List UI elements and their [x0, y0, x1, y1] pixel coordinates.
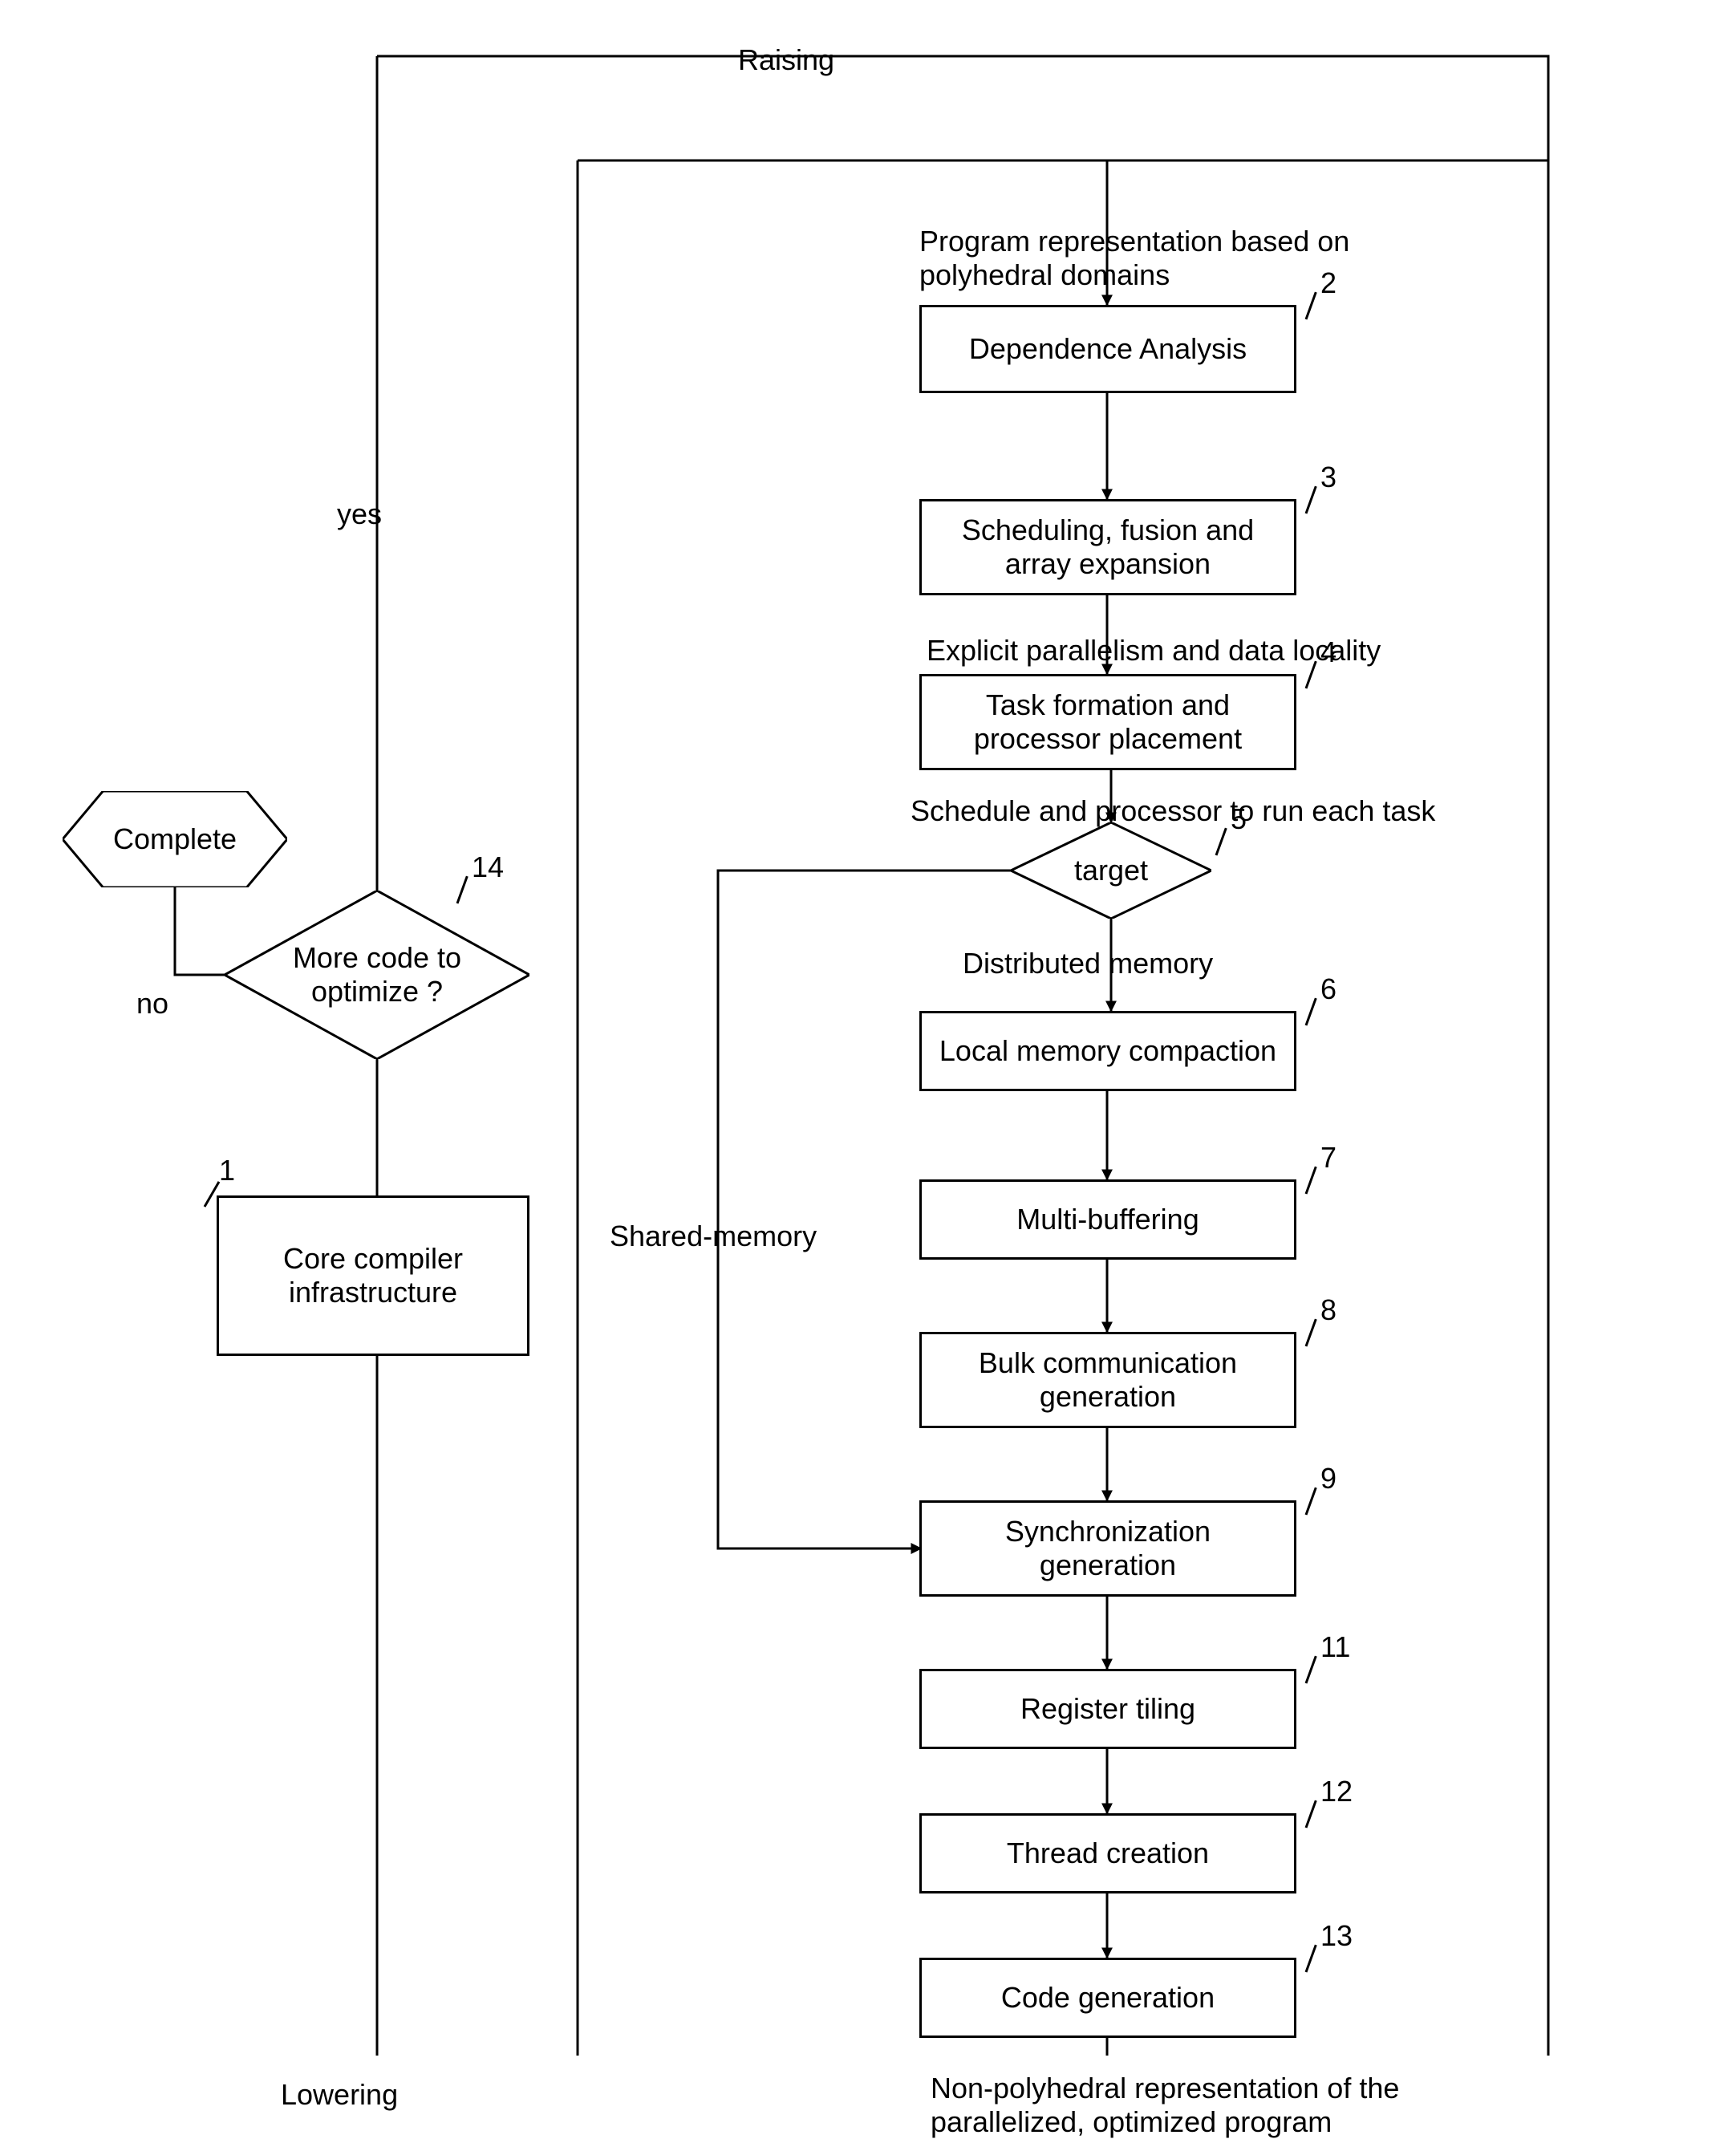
label-nonpoly: Non-polyhedral representation of the par… [931, 2072, 1399, 2139]
label-shared: Shared-memory [610, 1220, 817, 1253]
label-lowering: Lowering [281, 2078, 398, 2112]
ref-11: 11 [1306, 1654, 1362, 1718]
node-label: Register tiling [1020, 1692, 1195, 1726]
ref-number: 4 [1320, 635, 1336, 669]
ref-number: 11 [1320, 1630, 1350, 1664]
ref-14: 14 [457, 875, 513, 938]
ref-number: 6 [1320, 972, 1336, 1006]
label-no: no [136, 987, 168, 1021]
label-prog_rep: Program representation based on polyhedr… [919, 225, 1349, 292]
node-bulkcomm: Bulk communication generation [919, 1332, 1296, 1428]
node-label: Code generation [1001, 1981, 1215, 2015]
label-distrib: Distributed memory [963, 947, 1213, 980]
node-label: Core compiler infrastructure [283, 1242, 463, 1309]
ref-number: 9 [1320, 1462, 1336, 1496]
ref-9: 9 [1306, 1486, 1362, 1549]
node-label: Bulk communication generation [979, 1346, 1237, 1414]
node-label: Task formation and processor placement [974, 688, 1242, 756]
ref-6: 6 [1306, 996, 1362, 1060]
edge-raising-top [377, 56, 1548, 160]
ref-7: 7 [1306, 1165, 1362, 1228]
label-raising: Raising [738, 43, 834, 77]
ref-1: 1 [205, 1178, 261, 1241]
edge-lowering-path [377, 1356, 578, 2056]
node-dependence: Dependence Analysis [919, 305, 1296, 393]
label-sched_proc: Schedule and processor to run each task [911, 794, 1435, 828]
node-label: Local memory compaction [939, 1034, 1276, 1068]
node-target: target [1011, 822, 1211, 919]
node-threadcreate: Thread creation [919, 1813, 1296, 1893]
node-core_compiler: Core compiler infrastructure [217, 1195, 529, 1356]
ref-4: 4 [1306, 660, 1362, 723]
node-multibuf: Multi-buffering [919, 1179, 1296, 1260]
node-label: Multi-buffering [1016, 1203, 1199, 1236]
node-syncgen: Synchronization generation [919, 1500, 1296, 1597]
ref-12: 12 [1306, 1799, 1362, 1862]
node-scheduling: Scheduling, fusion and array expansion [919, 499, 1296, 595]
ref-13: 13 [1306, 1943, 1362, 2007]
node-label: Synchronization generation [1005, 1515, 1211, 1582]
ref-number: 3 [1320, 461, 1336, 494]
ref-number: 14 [472, 850, 504, 884]
node-taskform: Task formation and processor placement [919, 674, 1296, 770]
ref-number: 12 [1320, 1775, 1353, 1808]
ref-number: 7 [1320, 1141, 1336, 1175]
node-regtile: Register tiling [919, 1669, 1296, 1749]
ref-5: 5 [1216, 826, 1272, 890]
ref-8: 8 [1306, 1317, 1362, 1381]
label-yes: yes [337, 497, 382, 531]
node-localmem: Local memory compaction [919, 1011, 1296, 1091]
edge-big-frame-right [578, 160, 1548, 2056]
ref-number: 5 [1231, 802, 1247, 836]
ref-number: 1 [219, 1154, 235, 1187]
node-label: Scheduling, fusion and array expansion [962, 513, 1254, 581]
node-label: Dependence Analysis [969, 332, 1247, 366]
ref-2: 2 [1306, 290, 1362, 354]
node-label: Thread creation [1007, 1837, 1209, 1870]
edge-decision-no-left [175, 887, 225, 975]
ref-3: 3 [1306, 485, 1362, 548]
ref-number: 2 [1320, 266, 1336, 300]
node-codegen: Code generation [919, 1958, 1296, 2038]
ref-number: 8 [1320, 1293, 1336, 1327]
ref-number: 13 [1320, 1919, 1353, 1953]
node-complete: Complete [63, 791, 287, 887]
